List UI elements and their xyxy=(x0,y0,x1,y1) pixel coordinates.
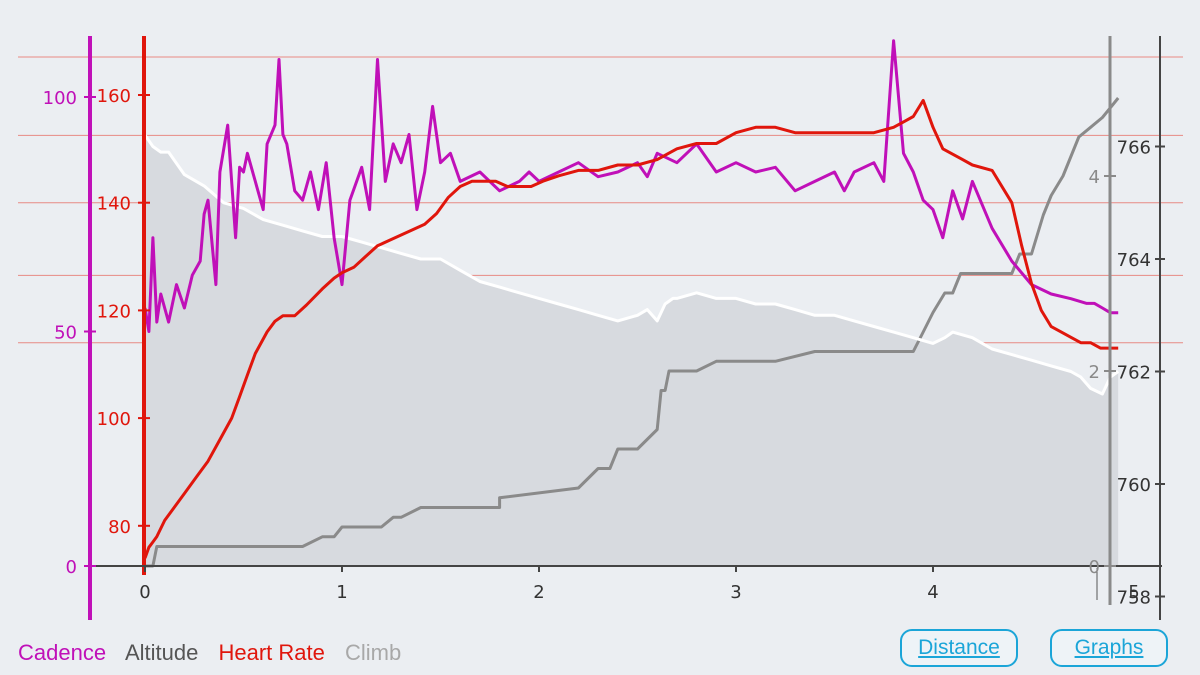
legend: Cadence Altitude Heart Rate Climb xyxy=(18,640,415,666)
heart-rate-tick-label: 80 xyxy=(108,517,131,538)
distance-button[interactable]: Distance xyxy=(900,629,1018,667)
graphs-button[interactable]: Graphs xyxy=(1050,629,1168,667)
cadence-tick-label: 50 xyxy=(54,323,77,344)
legend-climb: Climb xyxy=(345,640,402,665)
legend-altitude: Altitude xyxy=(124,640,199,665)
climb-line xyxy=(145,97,1120,568)
cadence-tick-label: 100 xyxy=(43,88,77,109)
climb-tick-label: 4 xyxy=(1089,167,1100,188)
altitude-area xyxy=(145,135,1119,566)
heart-rate-tick-label: 160 xyxy=(97,86,131,107)
x-tick-label: 3 xyxy=(730,582,741,603)
cadence-tick-label: 0 xyxy=(66,557,77,578)
altitude-tick-label: 766 xyxy=(1117,138,1151,159)
tick-labels: 0 1 2 3 4 50501008010012014016002475876076276… xyxy=(43,86,1151,609)
x-tick-label: 2 xyxy=(533,582,544,603)
multi-axis-chart: 0 1 2 3 4 50501008010012014016002475876076276… xyxy=(18,36,1183,620)
climb-tick-label: 2 xyxy=(1089,362,1100,383)
altitude-tick-label: 762 xyxy=(1117,363,1151,384)
altitude-tick-label: 764 xyxy=(1117,250,1151,271)
heart-rate-line xyxy=(143,98,1119,559)
legend-heart-rate: Heart Rate xyxy=(218,640,325,665)
x-tick-label: 5 xyxy=(1128,582,1139,603)
axes xyxy=(84,36,1165,620)
altitude-fill xyxy=(145,135,1119,566)
altitude-tick-label: 760 xyxy=(1117,475,1151,496)
legend-cadence: Cadence xyxy=(18,640,107,665)
climb-tick-label: 0 xyxy=(1089,557,1100,578)
heart-rate-tick-label: 100 xyxy=(97,409,131,430)
altitude-tick-label: 758 xyxy=(1117,588,1151,609)
cadence-line xyxy=(143,39,1119,333)
heart-rate-tick-label: 140 xyxy=(97,194,131,215)
heart-rate-tick-label: 120 xyxy=(97,301,131,322)
x-tick-label: 0 xyxy=(139,582,150,603)
series-lines xyxy=(143,39,1120,568)
altitude-line xyxy=(143,134,1120,396)
x-tick-label: 1 xyxy=(336,582,347,603)
x-tick-label: 4 xyxy=(927,582,938,603)
